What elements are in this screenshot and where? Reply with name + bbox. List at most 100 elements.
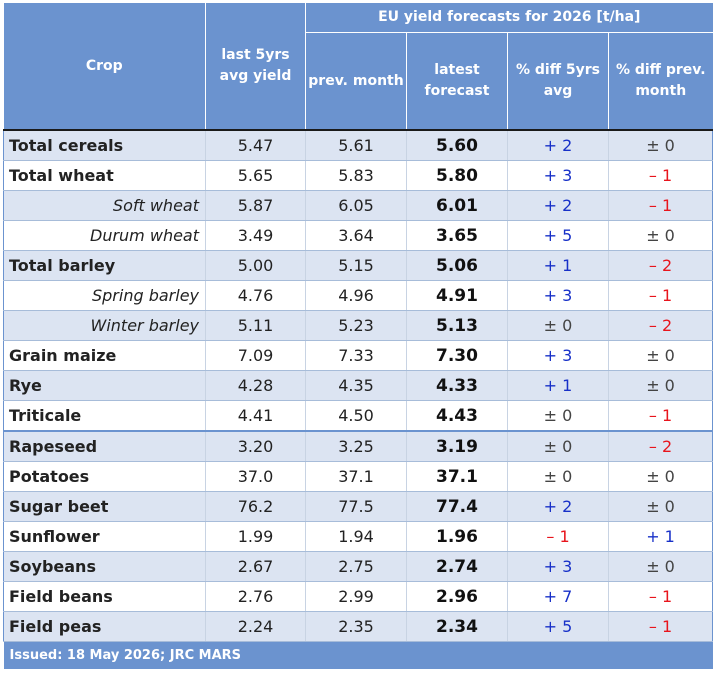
last-5yrs-value: 5.65: [205, 160, 306, 191]
prev-month-value: 77.5: [305, 491, 407, 522]
crop-name: Sunflower: [3, 521, 206, 552]
diff-prev-month-value: – 1: [607, 611, 714, 642]
prev-month-value: 3.25: [305, 430, 407, 462]
latest-forecast-value: 1.96: [406, 521, 508, 552]
diff-5yrs-value: + 3: [507, 340, 609, 371]
table-row: Winter barley 5.11 5.23 5.13 ± 0 – 2: [3, 310, 714, 341]
diff-prev-month-value: – 1: [607, 160, 714, 191]
last-5yrs-value: 5.47: [205, 129, 306, 161]
last-5yrs-value: 2.67: [205, 551, 306, 582]
table-row: Spring barley 4.76 4.96 4.91 + 3 – 1: [3, 280, 714, 311]
diff-5yrs-value: + 1: [507, 250, 609, 281]
diff-prev-month-value: ± 0: [607, 129, 714, 161]
last-5yrs-value: 1.99: [205, 521, 306, 552]
prev-month-value: 5.83: [305, 160, 407, 191]
latest-forecast-value: 3.19: [406, 430, 508, 462]
latest-forecast-value: 37.1: [406, 461, 508, 492]
table-row: Sunflower 1.99 1.94 1.96 – 1 + 1: [3, 521, 714, 552]
diff-5yrs-value: + 2: [507, 190, 609, 221]
crop-name: Triticale: [3, 400, 206, 432]
latest-forecast-value: 5.80: [406, 160, 508, 191]
diff-prev-month-value: – 1: [607, 400, 714, 432]
last-5yrs-value: 5.11: [205, 310, 306, 341]
crop-name: Field beans: [3, 581, 206, 612]
diff-5yrs-value: + 3: [507, 551, 609, 582]
prev-month-value: 4.96: [305, 280, 407, 311]
table-row: Durum wheat 3.49 3.64 3.65 + 5 ± 0: [3, 220, 714, 251]
header-diff-prev-month: % diff prev. month: [607, 32, 713, 130]
table-row: Sugar beet 76.2 77.5 77.4 + 2 ± 0: [3, 491, 714, 522]
crop-name: Spring barley: [3, 280, 206, 311]
latest-forecast-value: 3.65: [406, 220, 508, 251]
crop-name: Rapeseed: [3, 430, 206, 462]
prev-month-value: 2.75: [305, 551, 407, 582]
table-row: Total cereals 5.47 5.61 5.60 + 2 ± 0: [3, 129, 714, 161]
table-footer: Issued: 18 May 2026; JRC MARS: [3, 641, 713, 669]
latest-forecast-value: 4.43: [406, 400, 508, 432]
crop-name: Total cereals: [3, 129, 206, 161]
prev-month-value: 5.23: [305, 310, 407, 341]
diff-5yrs-value: ± 0: [507, 461, 609, 492]
crop-name: Field peas: [3, 611, 206, 642]
crop-name: Potatoes: [3, 461, 206, 492]
latest-forecast-value: 5.60: [406, 129, 508, 161]
prev-month-value: 4.50: [305, 400, 407, 432]
prev-month-value: 37.1: [305, 461, 407, 492]
table-row: Grain maize 7.09 7.33 7.30 + 3 ± 0: [3, 340, 714, 371]
diff-5yrs-value: + 2: [507, 129, 609, 161]
diff-5yrs-value: ± 0: [507, 400, 609, 432]
diff-prev-month-value: ± 0: [607, 340, 714, 371]
header-crop: Crop: [3, 3, 206, 130]
table-row: Field beans 2.76 2.99 2.96 + 7 – 1: [3, 581, 714, 612]
last-5yrs-value: 3.49: [205, 220, 306, 251]
table-row: Triticale 4.41 4.50 4.43 ± 0 – 1: [3, 400, 714, 432]
last-5yrs-value: 4.28: [205, 370, 306, 401]
last-5yrs-value: 37.0: [205, 461, 306, 492]
prev-month-value: 7.33: [305, 340, 407, 371]
header-latest-forecast: latest forecast: [406, 32, 508, 130]
crop-name: Winter barley: [3, 310, 206, 341]
latest-forecast-value: 2.96: [406, 581, 508, 612]
latest-forecast-value: 4.91: [406, 280, 508, 311]
last-5yrs-value: 2.76: [205, 581, 306, 612]
table-row: Rapeseed 3.20 3.25 3.19 ± 0 – 2: [3, 430, 714, 462]
last-5yrs-value: 2.24: [205, 611, 306, 642]
table-row: Potatoes 37.0 37.1 37.1 ± 0 ± 0: [3, 461, 714, 492]
diff-5yrs-value: – 1: [507, 521, 609, 552]
diff-prev-month-value: – 1: [607, 190, 714, 221]
table-row: Soybeans 2.67 2.75 2.74 + 3 ± 0: [3, 551, 714, 582]
crop-name: Durum wheat: [3, 220, 206, 251]
diff-prev-month-value: ± 0: [607, 491, 714, 522]
latest-forecast-value: 2.34: [406, 611, 508, 642]
yield-forecast-table: Crop last 5yrs avg yield EU yield foreca…: [3, 3, 714, 669]
diff-5yrs-value: ± 0: [507, 310, 609, 341]
diff-5yrs-value: + 5: [507, 220, 609, 251]
last-5yrs-value: 4.76: [205, 280, 306, 311]
diff-prev-month-value: ± 0: [607, 370, 714, 401]
diff-prev-month-value: + 1: [607, 521, 714, 552]
diff-5yrs-value: + 7: [507, 581, 609, 612]
crop-name: Total wheat: [3, 160, 206, 191]
last-5yrs-value: 5.00: [205, 250, 306, 281]
diff-5yrs-value: + 3: [507, 280, 609, 311]
diff-5yrs-value: ± 0: [507, 430, 609, 462]
prev-month-value: 3.64: [305, 220, 407, 251]
crop-name: Soybeans: [3, 551, 206, 582]
prev-month-value: 1.94: [305, 521, 407, 552]
latest-forecast-value: 7.30: [406, 340, 508, 371]
diff-prev-month-value: ± 0: [607, 551, 714, 582]
latest-forecast-value: 2.74: [406, 551, 508, 582]
last-5yrs-value: 5.87: [205, 190, 306, 221]
diff-prev-month-value: – 2: [607, 430, 714, 462]
diff-prev-month-value: – 2: [607, 310, 714, 341]
header-diff-5yrs-avg: % diff 5yrs avg: [507, 32, 609, 130]
prev-month-value: 2.99: [305, 581, 407, 612]
crop-name: Grain maize: [3, 340, 206, 371]
crop-name: Rye: [3, 370, 206, 401]
diff-5yrs-value: + 1: [507, 370, 609, 401]
diff-5yrs-value: + 3: [507, 160, 609, 191]
crop-name: Total barley: [3, 250, 206, 281]
header-prev-month: prev. month: [305, 32, 407, 130]
table-row: Field peas 2.24 2.35 2.34 + 5 – 1: [3, 611, 714, 642]
